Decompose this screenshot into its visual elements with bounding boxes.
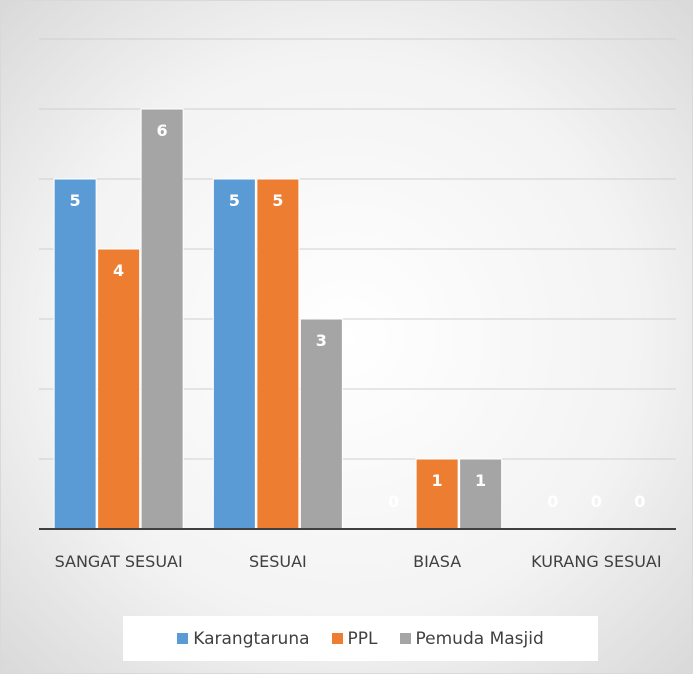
data-label: 6 — [157, 121, 168, 140]
bar — [212, 178, 256, 530]
data-label: 0 — [388, 492, 399, 511]
x-tick-label: SESUAI — [249, 552, 307, 571]
bar — [53, 178, 97, 530]
data-label: 5 — [70, 191, 81, 210]
data-label: 4 — [113, 261, 124, 280]
legend-swatch — [331, 633, 343, 644]
data-label: 1 — [475, 471, 486, 490]
data-label: 3 — [316, 331, 327, 350]
bar — [256, 178, 300, 530]
bar — [97, 248, 141, 530]
legend-swatch — [399, 633, 411, 644]
data-label: 5 — [229, 191, 240, 210]
legend-label: Pemuda Masjid — [415, 628, 544, 649]
legend: Karangtaruna PPL Pemuda Masjid — [123, 616, 598, 661]
x-tick-label: KURANG SESUAI — [531, 552, 661, 571]
data-label: 0 — [634, 492, 645, 511]
legend-item: Pemuda Masjid — [399, 628, 544, 649]
legend-label: PPL — [347, 628, 378, 649]
bar — [415, 458, 459, 530]
legend-swatch — [177, 633, 189, 644]
x-tick-label: SANGAT SESUAI — [55, 552, 183, 571]
legend-label: Karangtaruna — [193, 628, 310, 649]
data-label: 1 — [432, 471, 443, 490]
legend-item: Karangtaruna — [177, 628, 310, 649]
bar — [459, 458, 503, 530]
legend-item: PPL — [331, 628, 378, 649]
bar — [140, 108, 184, 530]
bar — [299, 318, 343, 530]
data-label: 5 — [272, 191, 283, 210]
data-label: 0 — [547, 492, 558, 511]
data-label: 0 — [591, 492, 602, 511]
x-tick-label: BIASA — [413, 552, 461, 571]
